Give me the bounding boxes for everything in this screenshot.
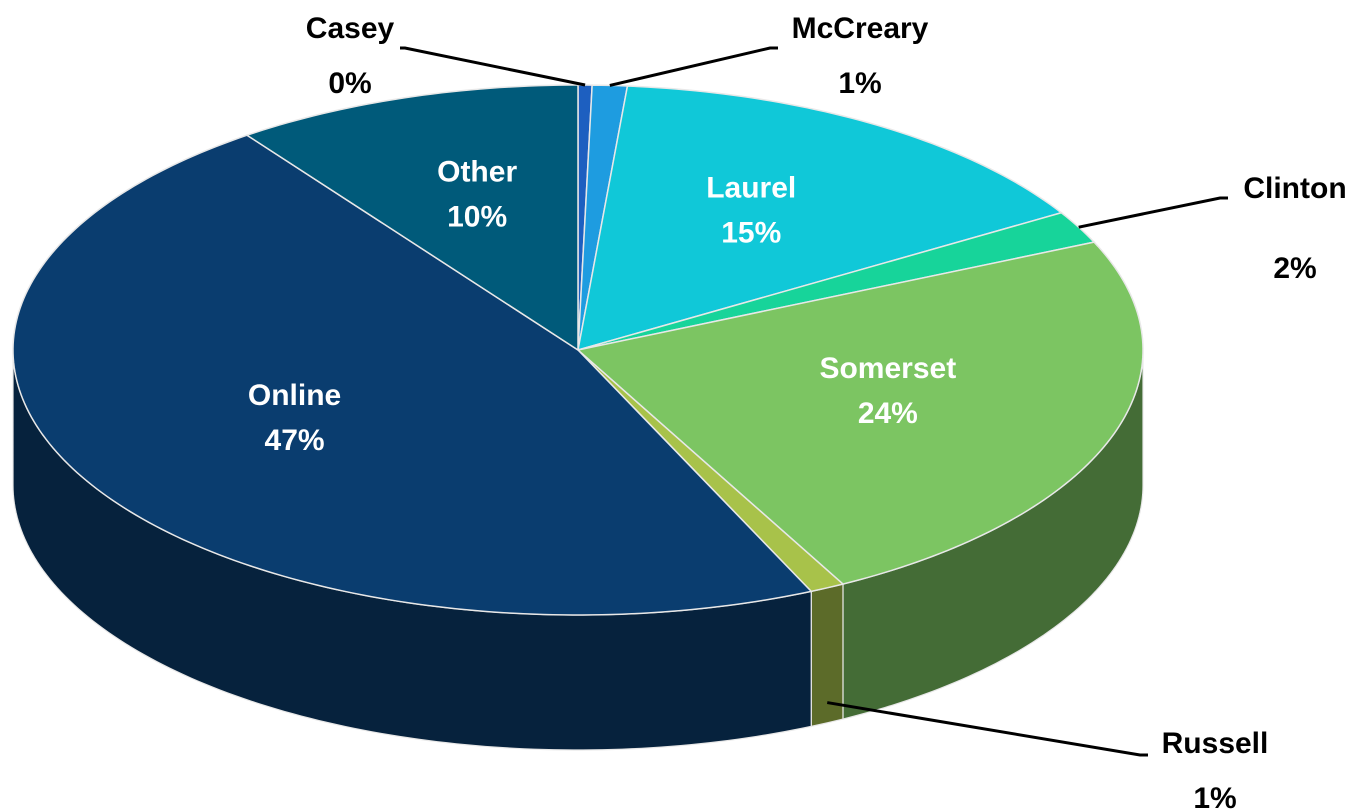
value-label: 24% — [858, 397, 918, 430]
category-label: Laurel — [706, 171, 796, 204]
value-label: 0% — [328, 67, 371, 100]
category-label: Russell — [1162, 727, 1269, 760]
value-label: 47% — [265, 424, 325, 457]
pie-tops — [12, 84, 1144, 616]
category-label: McCreary — [792, 12, 929, 45]
pie-slice — [12, 134, 813, 616]
leader-line — [826, 701, 1148, 757]
category-label: Casey — [306, 12, 395, 45]
pie-slice — [576, 241, 1144, 585]
category-label: Other — [437, 156, 517, 189]
value-label: 15% — [721, 216, 781, 249]
labels: Casey 0% McCreary 1% Laurel 15% Clinton 2% Somer… — [248, 12, 1347, 812]
pie-slice — [577, 85, 1063, 352]
category-label: Clinton — [1243, 172, 1346, 205]
pie-slice — [245, 84, 579, 352]
leader-line — [609, 46, 778, 87]
category-label: Online — [248, 379, 341, 412]
value-label: 1% — [1193, 782, 1236, 812]
category-label: Somerset — [819, 352, 956, 385]
leader-line — [1078, 196, 1228, 229]
value-label: 1% — [838, 67, 881, 100]
value-label: 10% — [447, 201, 507, 234]
value-label: 2% — [1273, 252, 1316, 285]
leader-line — [400, 46, 586, 87]
pie-slice — [577, 211, 1096, 351]
